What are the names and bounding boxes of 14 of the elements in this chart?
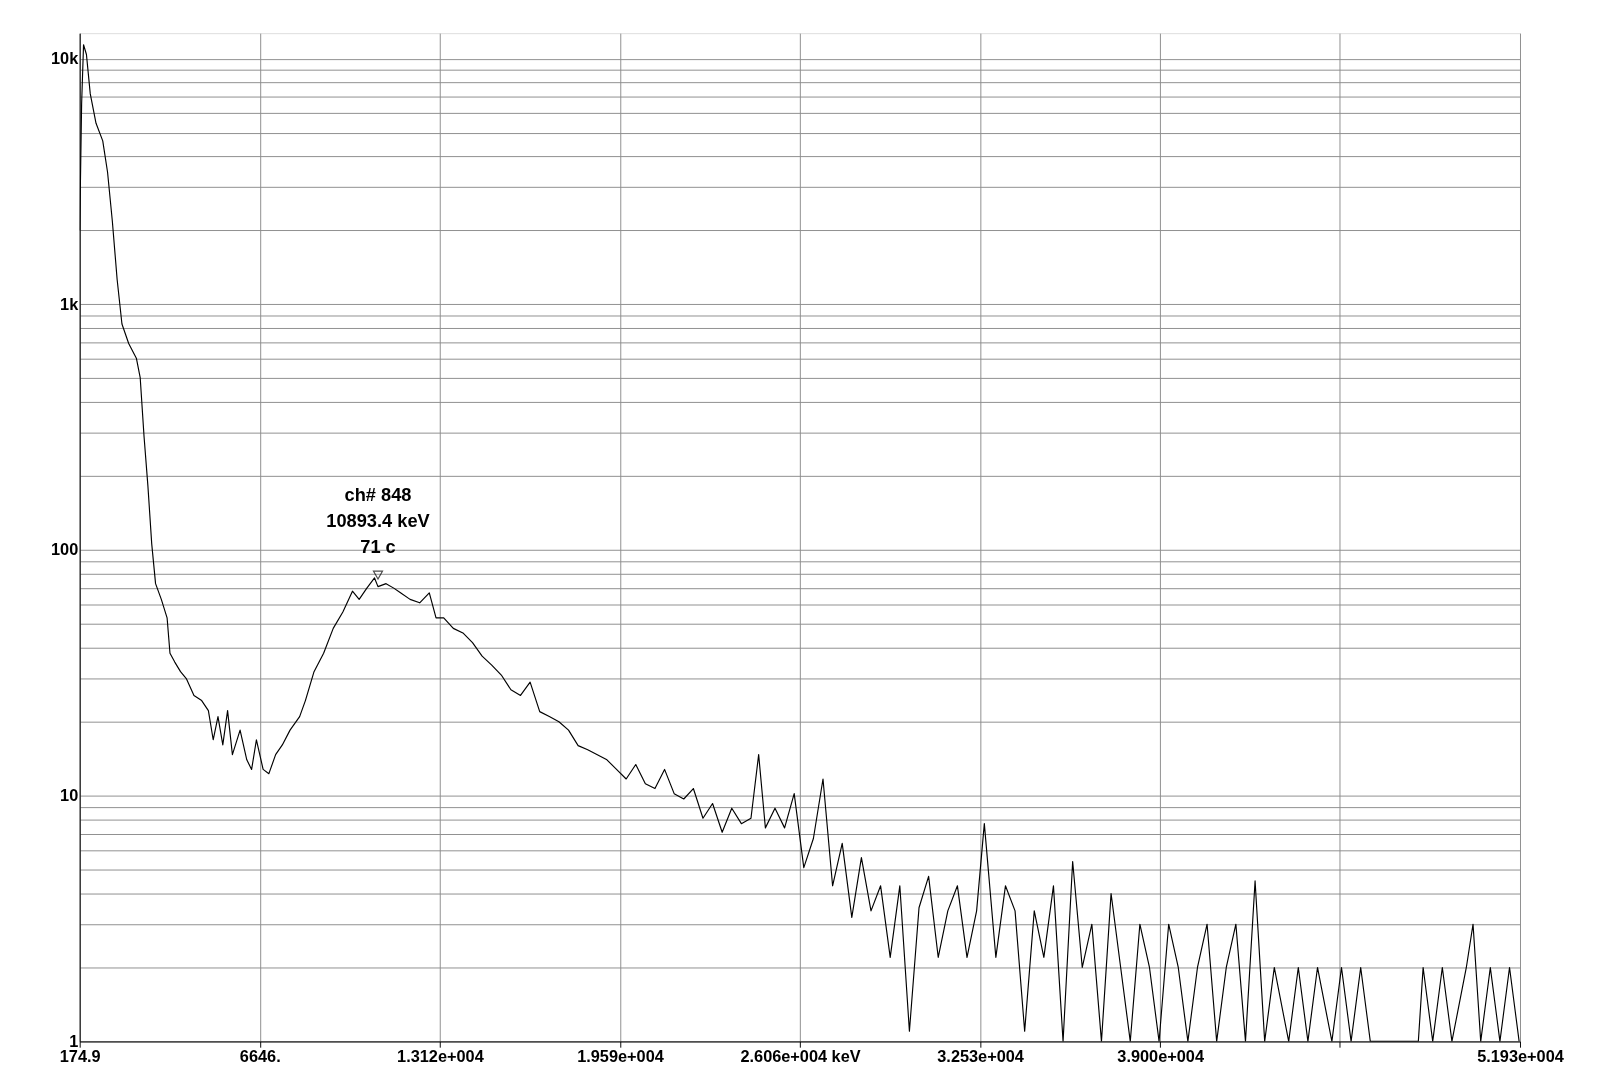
x-tick-label: 1.312e+004 — [397, 1047, 484, 1066]
x-tick-label: 3.900e+004 — [1117, 1047, 1204, 1066]
x-tick-label: 6646. — [239, 1047, 281, 1066]
annotation: ch# 848 10893.4 keV 71 c — [326, 484, 431, 558]
y-tick-label: 1k — [60, 294, 80, 313]
y-tick-label: 10k — [51, 48, 80, 67]
x-tick-label: 1.959e+004 — [577, 1047, 664, 1066]
x-tick-label: 5.193e+004 — [1477, 1047, 1564, 1066]
x-tick-label: 3.253e+004 — [937, 1047, 1024, 1066]
y-tick-label: 10 — [60, 786, 79, 805]
y-tick-label: 100 — [51, 540, 79, 559]
y-tick-label: 1 — [69, 1031, 79, 1050]
x-tick-label: 174.9 — [59, 1047, 101, 1066]
x-tick-label: 2.606e+004 keV — [740, 1047, 861, 1066]
